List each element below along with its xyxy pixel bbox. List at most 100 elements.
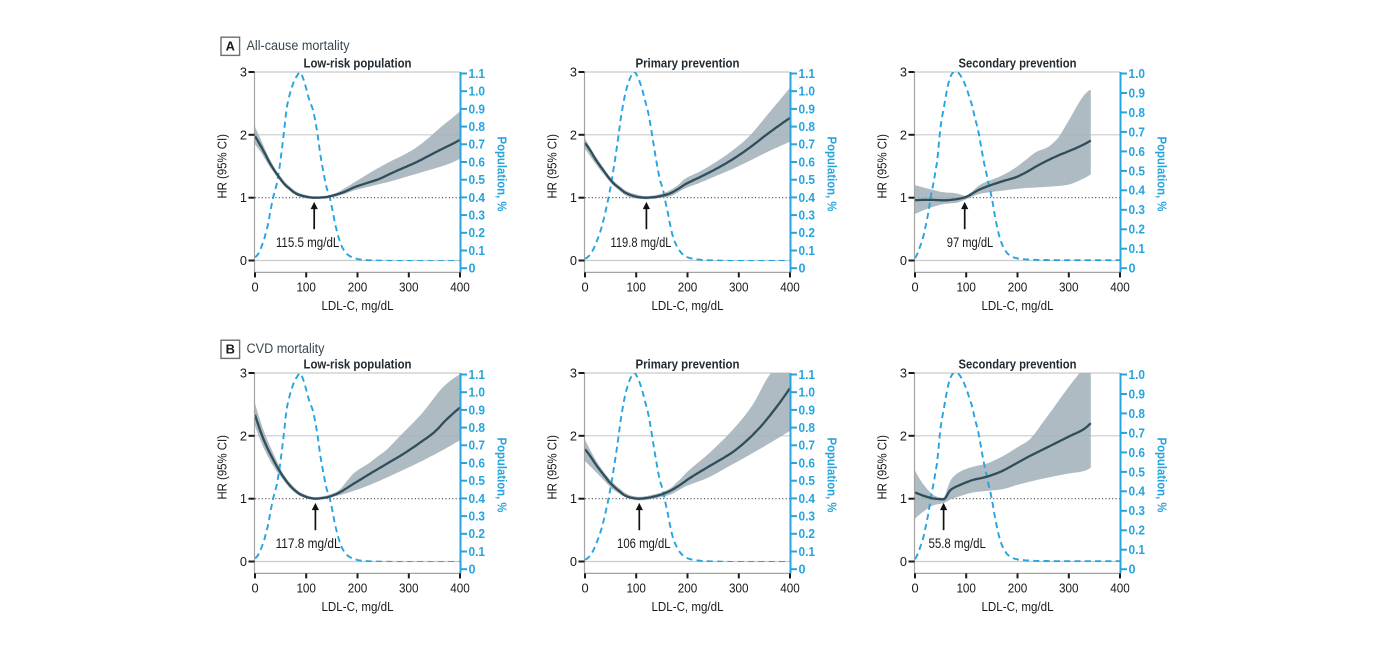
svg-text:0: 0 bbox=[1129, 563, 1136, 577]
svg-text:200: 200 bbox=[1008, 581, 1028, 596]
svg-text:Population, %: Population, % bbox=[1155, 438, 1170, 514]
svg-text:0.5: 0.5 bbox=[1129, 164, 1146, 178]
svg-text:HR (95% CI): HR (95% CI) bbox=[875, 134, 890, 199]
svg-text:Low-risk population: Low-risk population bbox=[304, 356, 412, 371]
svg-text:Population, %: Population, % bbox=[495, 438, 510, 514]
svg-text:0.4: 0.4 bbox=[469, 492, 486, 506]
svg-text:HR (95% CI): HR (95% CI) bbox=[545, 435, 560, 500]
svg-text:0.8: 0.8 bbox=[799, 421, 816, 435]
svg-text:0.6: 0.6 bbox=[469, 456, 486, 470]
svg-text:0.2: 0.2 bbox=[469, 527, 486, 541]
svg-text:Population, %: Population, % bbox=[1155, 137, 1170, 213]
svg-text:0: 0 bbox=[581, 280, 588, 295]
svg-text:300: 300 bbox=[399, 581, 419, 596]
svg-text:0.6: 0.6 bbox=[799, 456, 816, 470]
svg-text:3: 3 bbox=[900, 366, 907, 381]
svg-text:HR (95% CI): HR (95% CI) bbox=[875, 435, 890, 500]
svg-text:0: 0 bbox=[900, 253, 907, 268]
svg-text:2: 2 bbox=[900, 428, 907, 443]
svg-text:106 mg/dL: 106 mg/dL bbox=[617, 536, 671, 551]
svg-text:300: 300 bbox=[1059, 280, 1079, 295]
svg-text:1.0: 1.0 bbox=[469, 386, 486, 400]
svg-text:B: B bbox=[226, 342, 235, 357]
svg-text:0.9: 0.9 bbox=[469, 102, 486, 116]
svg-text:0: 0 bbox=[1129, 262, 1136, 276]
svg-text:0.1: 0.1 bbox=[799, 244, 816, 258]
svg-text:0.2: 0.2 bbox=[799, 527, 816, 541]
svg-text:LDL-C, mg/dL: LDL-C, mg/dL bbox=[982, 599, 1054, 614]
svg-text:0.2: 0.2 bbox=[469, 226, 486, 240]
svg-text:1: 1 bbox=[900, 491, 907, 506]
svg-text:400: 400 bbox=[780, 581, 800, 596]
svg-text:100: 100 bbox=[296, 581, 316, 596]
svg-text:200: 200 bbox=[348, 280, 368, 295]
svg-text:0: 0 bbox=[240, 253, 247, 268]
svg-text:0: 0 bbox=[469, 563, 476, 577]
svg-text:0.2: 0.2 bbox=[1129, 223, 1146, 237]
svg-text:3: 3 bbox=[570, 65, 577, 80]
svg-text:200: 200 bbox=[1008, 280, 1028, 295]
svg-text:LDL-C, mg/dL: LDL-C, mg/dL bbox=[652, 298, 724, 313]
svg-text:Primary prevention: Primary prevention bbox=[636, 356, 740, 371]
svg-text:0.4: 0.4 bbox=[799, 492, 816, 506]
svg-text:0.5: 0.5 bbox=[799, 474, 816, 488]
svg-text:0.9: 0.9 bbox=[469, 403, 486, 417]
svg-text:1: 1 bbox=[570, 491, 577, 506]
svg-text:0: 0 bbox=[240, 554, 247, 569]
svg-text:0.7: 0.7 bbox=[469, 439, 486, 453]
svg-text:0.7: 0.7 bbox=[799, 138, 816, 152]
svg-text:2: 2 bbox=[240, 127, 247, 142]
svg-text:200: 200 bbox=[678, 280, 698, 295]
svg-text:0.9: 0.9 bbox=[799, 403, 816, 417]
svg-text:100: 100 bbox=[956, 581, 976, 596]
svg-text:0: 0 bbox=[911, 280, 918, 295]
svg-text:0.4: 0.4 bbox=[1129, 184, 1146, 198]
svg-text:0.2: 0.2 bbox=[799, 226, 816, 240]
svg-text:0.5: 0.5 bbox=[799, 173, 816, 187]
svg-text:0: 0 bbox=[251, 280, 258, 295]
svg-text:0: 0 bbox=[570, 253, 577, 268]
svg-text:1: 1 bbox=[240, 190, 247, 205]
svg-text:1.0: 1.0 bbox=[1129, 67, 1146, 81]
svg-text:55.8 mg/dL: 55.8 mg/dL bbox=[928, 536, 986, 551]
svg-text:Population, %: Population, % bbox=[825, 438, 840, 514]
svg-text:200: 200 bbox=[348, 581, 368, 596]
svg-text:All-cause mortality: All-cause mortality bbox=[247, 38, 350, 53]
svg-text:Secondary prevention: Secondary prevention bbox=[959, 356, 1077, 371]
svg-text:1.1: 1.1 bbox=[469, 67, 486, 81]
svg-text:LDL-C, mg/dL: LDL-C, mg/dL bbox=[322, 298, 394, 313]
svg-text:0: 0 bbox=[911, 581, 918, 596]
svg-text:3: 3 bbox=[570, 366, 577, 381]
svg-text:1.1: 1.1 bbox=[469, 368, 486, 382]
svg-text:0.9: 0.9 bbox=[1129, 387, 1146, 401]
svg-text:0: 0 bbox=[581, 581, 588, 596]
svg-text:0.1: 0.1 bbox=[469, 244, 486, 258]
svg-text:0.8: 0.8 bbox=[1129, 106, 1146, 120]
svg-text:0.3: 0.3 bbox=[799, 209, 816, 223]
svg-text:0.1: 0.1 bbox=[1129, 242, 1146, 256]
svg-text:A: A bbox=[226, 39, 235, 54]
svg-text:0: 0 bbox=[799, 262, 806, 276]
svg-text:0.7: 0.7 bbox=[799, 439, 816, 453]
svg-text:119.8 mg/dL: 119.8 mg/dL bbox=[611, 235, 672, 250]
svg-text:0.6: 0.6 bbox=[799, 155, 816, 169]
svg-text:100: 100 bbox=[296, 280, 316, 295]
svg-text:0: 0 bbox=[469, 262, 476, 276]
svg-text:2: 2 bbox=[900, 127, 907, 142]
svg-text:3: 3 bbox=[900, 65, 907, 80]
svg-text:0.2: 0.2 bbox=[1129, 524, 1146, 538]
svg-text:1: 1 bbox=[900, 190, 907, 205]
svg-text:0.1: 0.1 bbox=[799, 545, 816, 559]
svg-text:100: 100 bbox=[956, 280, 976, 295]
svg-text:400: 400 bbox=[1110, 581, 1130, 596]
svg-text:2: 2 bbox=[570, 127, 577, 142]
svg-text:400: 400 bbox=[780, 280, 800, 295]
svg-text:0.6: 0.6 bbox=[1129, 446, 1146, 460]
svg-text:97 mg/dL: 97 mg/dL bbox=[947, 235, 994, 250]
svg-text:300: 300 bbox=[729, 581, 749, 596]
svg-text:1.0: 1.0 bbox=[1129, 368, 1146, 382]
svg-text:Population, %: Population, % bbox=[495, 137, 510, 213]
svg-text:Secondary prevention: Secondary prevention bbox=[959, 55, 1077, 70]
svg-text:0.3: 0.3 bbox=[1129, 504, 1146, 518]
svg-text:0.4: 0.4 bbox=[799, 191, 816, 205]
